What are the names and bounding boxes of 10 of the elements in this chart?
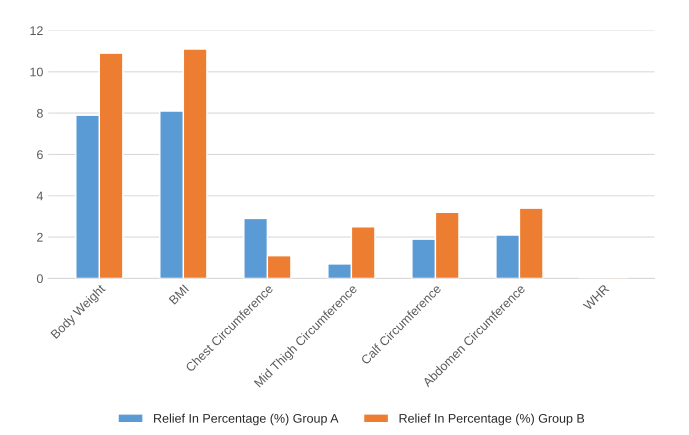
legend-label: Relief In Percentage (%) Group A xyxy=(154,414,339,426)
y-tick-label: 2 xyxy=(37,232,43,242)
x-tick-label: BMI xyxy=(168,284,189,305)
y-tick-label: 0 xyxy=(36,274,43,284)
legend-label: Relief In Percentage (%) Group B xyxy=(400,414,584,426)
y-tick-label: 10 xyxy=(30,68,43,76)
y-tick-label: 4 xyxy=(36,192,44,200)
y-tick-label: 12 xyxy=(30,26,43,35)
y-tick-label: 6 xyxy=(37,150,43,160)
y-tick-label: 8 xyxy=(36,108,43,118)
